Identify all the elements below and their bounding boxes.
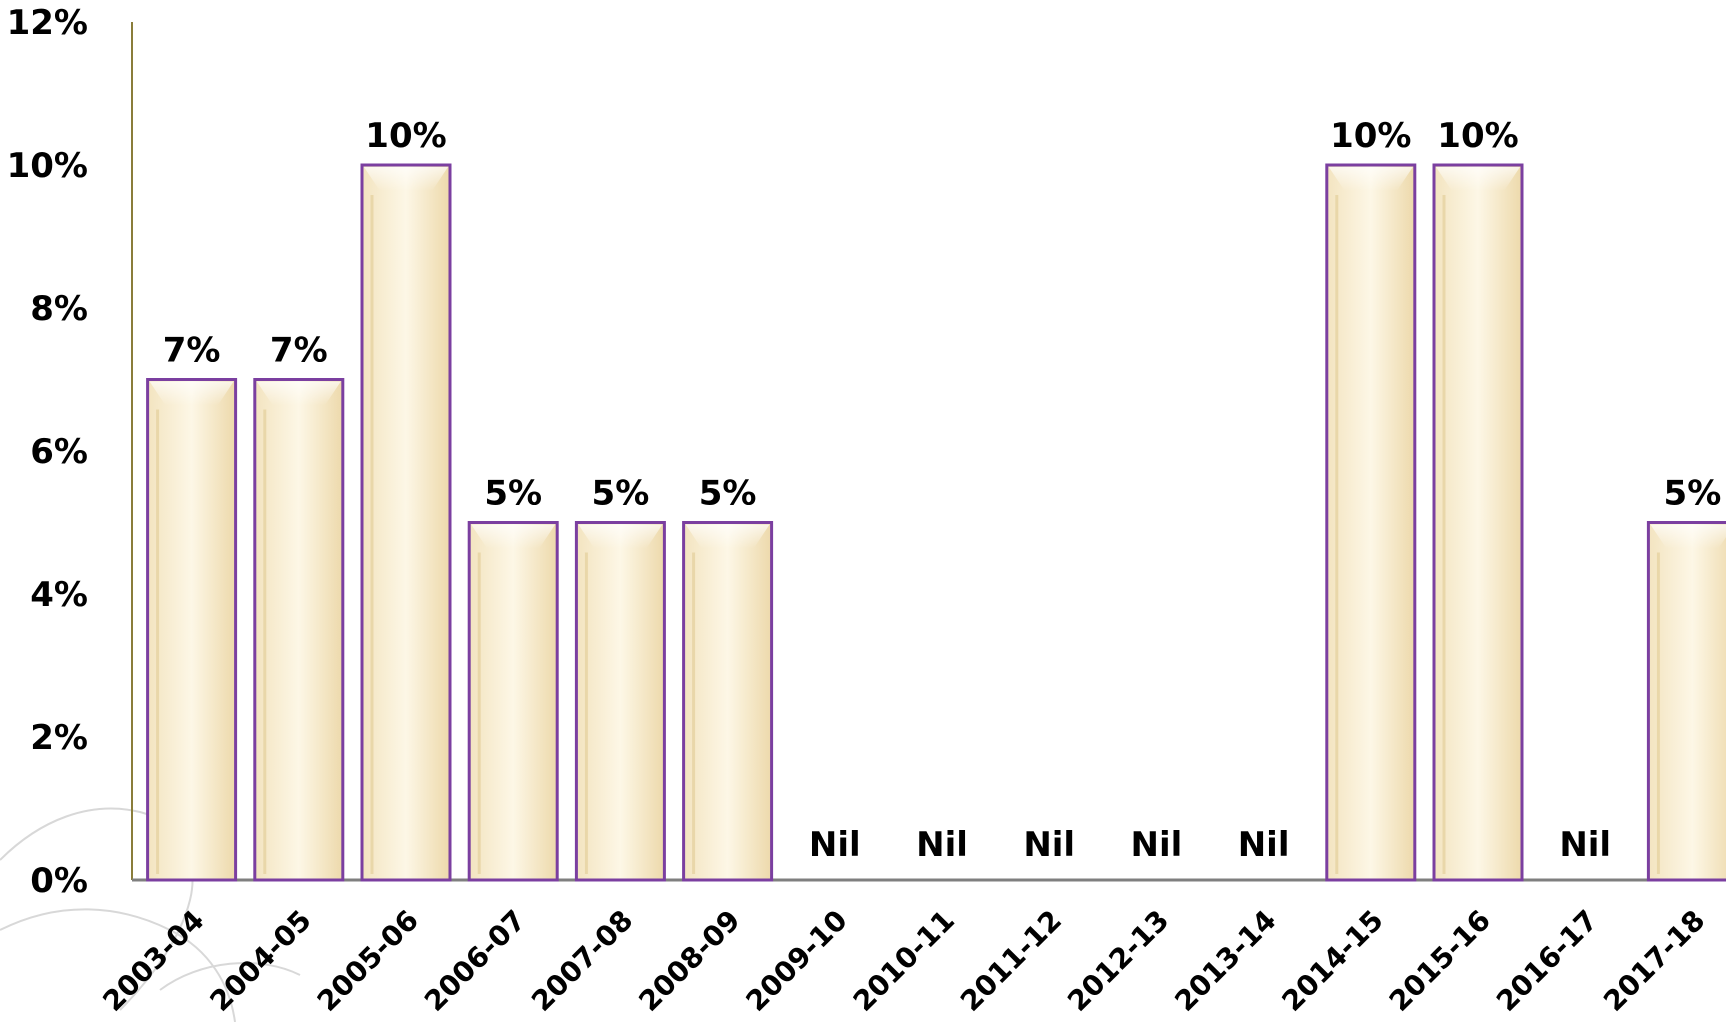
y-tick-label: 4% xyxy=(30,575,88,615)
data-label: 5% xyxy=(484,474,542,514)
bar xyxy=(1325,163,1417,882)
data-label: 10% xyxy=(1330,116,1411,156)
x-tick-label: 2017-18 xyxy=(1597,904,1711,1018)
x-tick-label: 2005-06 xyxy=(311,904,425,1018)
bar-bevel xyxy=(256,381,341,406)
bar-rect xyxy=(682,521,774,882)
bar xyxy=(682,521,774,882)
x-tick-label: 2007-08 xyxy=(525,904,639,1018)
bar-rect xyxy=(574,521,666,882)
bar-bevel xyxy=(1328,167,1413,191)
bar-rect xyxy=(146,378,238,882)
bar xyxy=(146,378,238,882)
x-tick-label: 2011-12 xyxy=(954,904,1068,1018)
bar-bevel xyxy=(364,167,448,191)
bar-rect xyxy=(360,163,452,882)
x-tick-label: 2008-09 xyxy=(632,904,746,1018)
data-label: 10% xyxy=(365,116,446,156)
y-tick-label: 12% xyxy=(7,3,88,43)
bar-bevel xyxy=(1650,524,1726,549)
x-tick-label: 2014-15 xyxy=(1276,904,1390,1018)
bar-rect xyxy=(253,378,345,882)
bar xyxy=(574,521,666,882)
data-label: 5% xyxy=(1664,474,1722,514)
data-label: Nil xyxy=(1023,825,1075,865)
data-label: Nil xyxy=(809,825,861,865)
bars xyxy=(146,163,1726,882)
x-tick-label: 2015-16 xyxy=(1383,904,1497,1018)
bar xyxy=(467,521,559,882)
bar xyxy=(360,163,452,882)
y-tick-label: 0% xyxy=(30,861,88,901)
y-tick-label: 8% xyxy=(30,289,88,329)
bar-bevel xyxy=(471,524,556,549)
data-label: Nil xyxy=(1131,825,1183,865)
x-tick-label: 2004-05 xyxy=(204,904,318,1018)
y-tick-label: 6% xyxy=(30,432,88,472)
data-label: Nil xyxy=(1559,825,1611,865)
bar xyxy=(253,378,345,882)
data-label: Nil xyxy=(916,825,968,865)
data-label: Nil xyxy=(1238,825,1290,865)
data-label: 7% xyxy=(163,331,221,371)
data-label: 10% xyxy=(1437,116,1518,156)
x-tick-label: 2013-14 xyxy=(1168,904,1282,1018)
data-label: 7% xyxy=(270,331,328,371)
y-tick-labels: 0% 2% 4% 6% 8% 10% 12% xyxy=(7,3,88,901)
data-labels: 7% 7% 10% 5% 5% 5% Nil Nil Nil Nil Nil 10% 10% Nil 5% xyxy=(163,116,1722,865)
x-tick-label: 2016-17 xyxy=(1490,904,1604,1018)
y-tick-label: 10% xyxy=(7,146,88,186)
bar xyxy=(1432,163,1524,882)
bar-bevel xyxy=(578,524,663,549)
bar-rect xyxy=(1432,163,1524,882)
data-label: 5% xyxy=(592,474,650,514)
x-tick-label: 2003-04 xyxy=(96,904,210,1018)
y-tick-label: 2% xyxy=(30,718,88,758)
bar-rect xyxy=(467,521,559,882)
data-label: 5% xyxy=(699,474,757,514)
bar-bevel xyxy=(685,524,770,549)
x-tick-label: 2012-13 xyxy=(1061,904,1175,1018)
category-labels: 2003-042004-052005-062006-072007-082008-… xyxy=(96,904,1711,1018)
bar-bevel xyxy=(149,381,234,406)
bar-rect xyxy=(1646,521,1726,882)
bar-bevel xyxy=(1436,167,1520,191)
bar-rect xyxy=(1325,163,1417,882)
x-tick-label: 2006-07 xyxy=(418,904,532,1018)
x-tick-label: 2010-11 xyxy=(847,904,961,1018)
bar xyxy=(1646,521,1726,882)
x-tick-label: 2009-10 xyxy=(740,904,854,1018)
